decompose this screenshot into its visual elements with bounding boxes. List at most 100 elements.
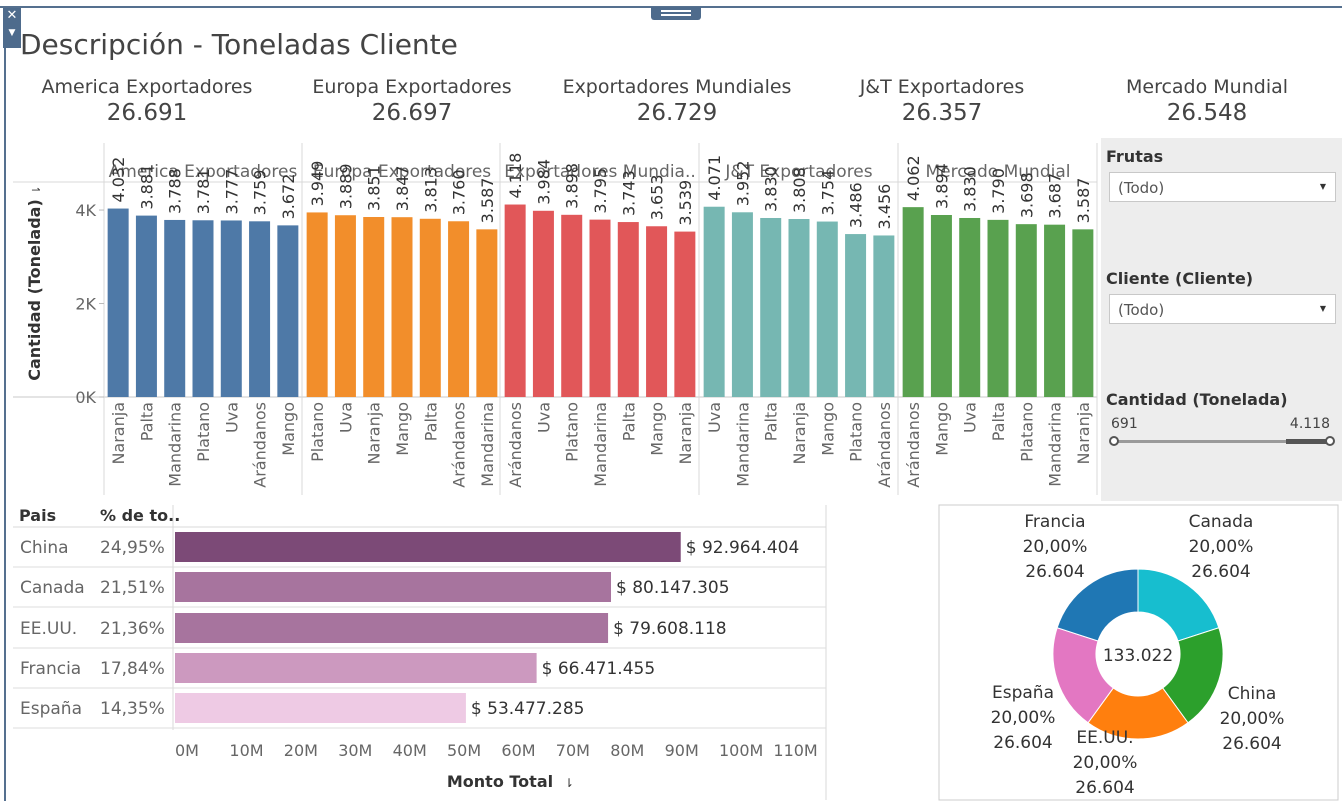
- column-header-percent: % de to..: [100, 506, 180, 525]
- range-slider-fill: [1286, 439, 1330, 444]
- x-tick-label: Mango: [393, 402, 412, 456]
- x-tick-label: Uva: [705, 402, 724, 433]
- y-tick-label: 4K: [75, 201, 96, 220]
- slice-percent-label: 20,00%: [991, 708, 1056, 728]
- range-min-label: 691: [1111, 416, 1138, 432]
- frutas-filter-label: Frutas: [1106, 147, 1164, 166]
- kpi-card: Exportadores Mundiales 26.729: [552, 76, 802, 126]
- percent-label: 14,35%: [100, 699, 165, 719]
- x-tick-label: Arándanos: [506, 402, 525, 488]
- column-header-pais: Pais: [19, 506, 56, 525]
- x-tick-label: Naranja: [790, 402, 809, 465]
- bar: [788, 219, 810, 397]
- bar: [930, 214, 952, 397]
- data-label: 3.851: [365, 165, 384, 211]
- dashboard-left-border: [4, 6, 6, 801]
- chevron-down-icon: ▼: [1319, 304, 1326, 313]
- x-axis-title: Monto Total: [447, 772, 553, 791]
- data-label: 3.795: [591, 168, 610, 214]
- x-tick-label: Uva: [336, 402, 355, 433]
- kpi-value: 26.697: [371, 100, 453, 126]
- panel-header: America Exportadores: [109, 162, 298, 182]
- range-slider-max-handle[interactable]: [1325, 436, 1335, 446]
- sort-icon: ⇂: [564, 776, 574, 790]
- x-tick-label: Mandarina: [1046, 402, 1065, 487]
- x-tick-label: Palta: [137, 402, 156, 441]
- slice-name-label: Canada: [1189, 512, 1254, 532]
- x-tick-label: Uva: [222, 402, 241, 433]
- bar: [760, 217, 782, 397]
- kpi-name: Mercado Mundial: [1125, 76, 1289, 98]
- x-tick-label: Platano: [563, 402, 582, 462]
- panel-header: J&T Exportadores: [724, 162, 872, 182]
- x-tick-label: Arándanos: [875, 402, 894, 488]
- slice-percent-label: 20,00%: [1189, 537, 1254, 557]
- x-tick-label: Mango: [818, 402, 837, 456]
- x-tick-label: Arándanos: [251, 402, 270, 488]
- container-controls[interactable]: ✕ ▼: [3, 8, 21, 48]
- bar: [175, 572, 612, 602]
- range-slider-min-handle[interactable]: [1109, 436, 1119, 446]
- bar: [589, 219, 611, 397]
- donut-frame: [938, 504, 1339, 801]
- cliente-dropdown[interactable]: (Todo) ▼: [1109, 294, 1336, 324]
- country-label: España: [20, 699, 82, 719]
- menu-arrow-icon[interactable]: ▼: [8, 28, 16, 38]
- bar: [987, 219, 1009, 397]
- drag-handle[interactable]: [651, 7, 701, 20]
- x-tick-label: Palta: [989, 402, 1008, 441]
- close-icon[interactable]: ✕: [6, 8, 18, 23]
- bar: [476, 229, 498, 397]
- frutas-dropdown[interactable]: (Todo) ▼: [1109, 172, 1336, 202]
- bar: [1044, 224, 1066, 397]
- x-tick-label: Platano: [194, 402, 213, 462]
- bar: [731, 212, 753, 397]
- kpi-name: J&T Exportadores: [859, 76, 1025, 98]
- data-label: 3.672: [279, 174, 298, 220]
- data-label: 3.984: [534, 159, 553, 205]
- x-tick-label: 40M: [393, 741, 427, 760]
- data-label: 3.881: [137, 164, 156, 210]
- grip-line: [661, 10, 691, 12]
- bar: [334, 215, 356, 397]
- data-label: 3.486: [847, 182, 866, 228]
- bar: [135, 215, 157, 397]
- x-tick-label: 110M: [773, 741, 817, 760]
- kpi-value: 26.357: [901, 100, 983, 126]
- data-label: 4.118: [506, 153, 525, 199]
- y-tick-label: 0K: [75, 388, 96, 407]
- x-tick-label: Arándanos: [904, 402, 923, 488]
- x-tick-label: Palta: [619, 402, 638, 441]
- x-tick-label: 50M: [447, 741, 481, 760]
- data-label: 3.759: [251, 169, 270, 215]
- x-tick-label: Naranja: [676, 402, 695, 465]
- data-label: $ 66.471.455: [542, 659, 656, 679]
- data-label: 3.539: [676, 180, 695, 226]
- data-label: 3.698: [1017, 172, 1036, 218]
- slice-value-label: 26.604: [1191, 562, 1250, 582]
- bar: [175, 693, 466, 723]
- range-slider-track[interactable]: [1114, 440, 1330, 443]
- percent-label: 17,84%: [100, 659, 165, 679]
- bar: [249, 221, 271, 397]
- data-label: 3.760: [450, 169, 469, 215]
- x-tick-label: Mango: [648, 402, 667, 456]
- kpi-name: Europa Exportadores: [312, 76, 512, 98]
- x-tick-label: Platano: [1017, 402, 1036, 462]
- bar: [504, 204, 526, 397]
- data-label: 4.032: [109, 157, 128, 203]
- cantidad-filter-label: Cantidad (Tonelada): [1106, 390, 1288, 409]
- data-label: 3.754: [818, 170, 837, 216]
- bar: [1072, 229, 1094, 397]
- bar: [816, 221, 838, 397]
- slice-percent-label: 20,00%: [1220, 709, 1285, 729]
- data-label: $ 53.477.285: [471, 699, 585, 719]
- bar: [532, 210, 554, 397]
- bar: [220, 220, 242, 397]
- bar: [107, 208, 129, 397]
- slice-percent-label: 20,00%: [1073, 753, 1138, 773]
- bar: [674, 231, 696, 397]
- data-label: 3.777: [222, 169, 241, 215]
- kpi-value: 26.729: [636, 100, 718, 126]
- data-label: $ 79.608.118: [613, 619, 727, 639]
